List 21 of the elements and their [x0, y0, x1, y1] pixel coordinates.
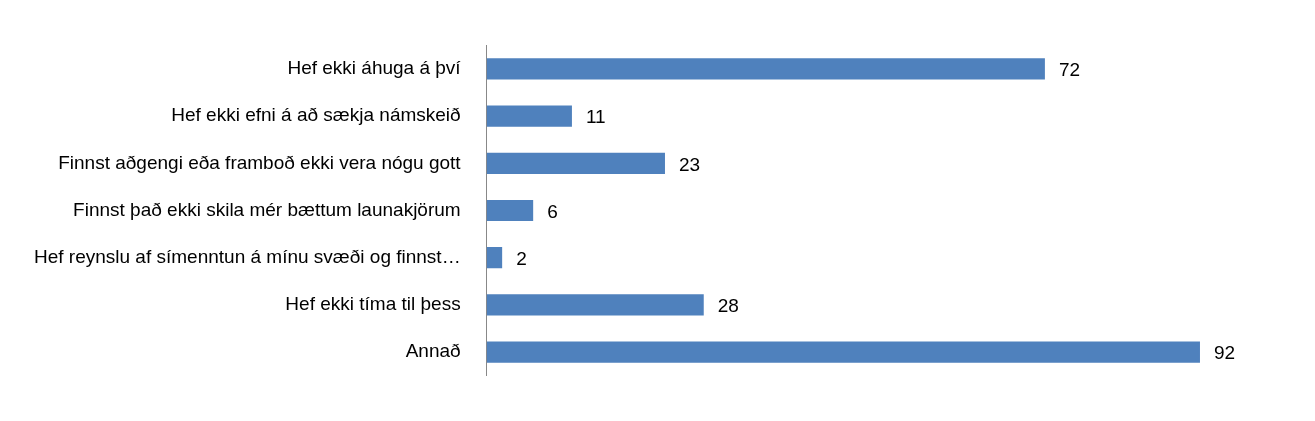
y-tick-label: Annað [405, 340, 461, 362]
y-tick-label: Hef ekki efni á að sækja námskeið [171, 104, 461, 126]
data-label: 6 [547, 200, 558, 222]
y-tick-label: Hef ekki tíma til þess [285, 293, 461, 315]
bar [486, 247, 503, 269]
bar [486, 341, 1200, 363]
y-tick-label: Finnst það ekki skila mér bættum launakjörum [73, 198, 461, 220]
bar [486, 152, 665, 174]
data-label: 23 [678, 153, 701, 175]
y-tick-label: Finnst aðgengi eða framboð ekki vera nógu gott [58, 151, 462, 173]
data-label: 2 [516, 247, 527, 269]
bar [486, 199, 534, 222]
bar [486, 105, 572, 127]
bar [486, 58, 1045, 80]
data-label: 28 [717, 295, 739, 317]
bar [486, 294, 704, 316]
data-label: 92 [1213, 342, 1236, 364]
data-label: 72 [1058, 59, 1081, 81]
data-label: 11 [585, 106, 606, 128]
y-tick-label: Hef reynslu af símenntun á mínu svæði og finnst… [33, 245, 461, 267]
y-tick-label: Hef ekki áhuga á því [287, 57, 462, 79]
